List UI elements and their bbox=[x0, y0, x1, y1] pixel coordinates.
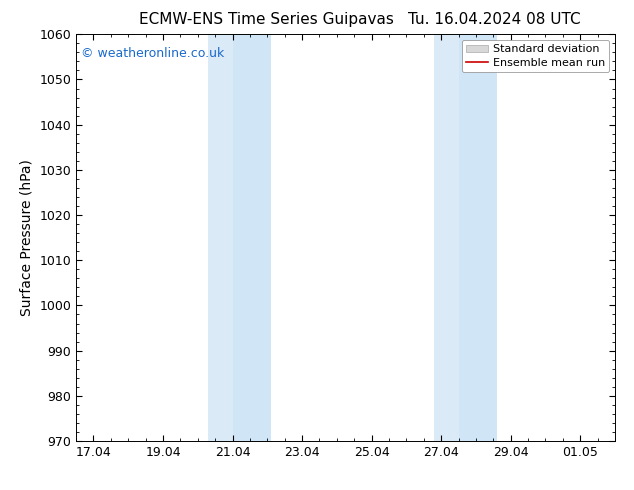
Bar bbox=[233, 34, 271, 441]
Legend: Standard deviation, Ensemble mean run: Standard deviation, Ensemble mean run bbox=[462, 40, 609, 72]
Bar bbox=[208, 34, 233, 441]
Text: © weatheronline.co.uk: © weatheronline.co.uk bbox=[81, 47, 224, 59]
Text: ECMW-ENS Time Series Guipavas: ECMW-ENS Time Series Guipavas bbox=[139, 12, 394, 27]
Bar bbox=[434, 34, 458, 441]
Y-axis label: Surface Pressure (hPa): Surface Pressure (hPa) bbox=[20, 159, 34, 316]
Bar bbox=[458, 34, 497, 441]
Text: Tu. 16.04.2024 08 UTC: Tu. 16.04.2024 08 UTC bbox=[408, 12, 581, 27]
